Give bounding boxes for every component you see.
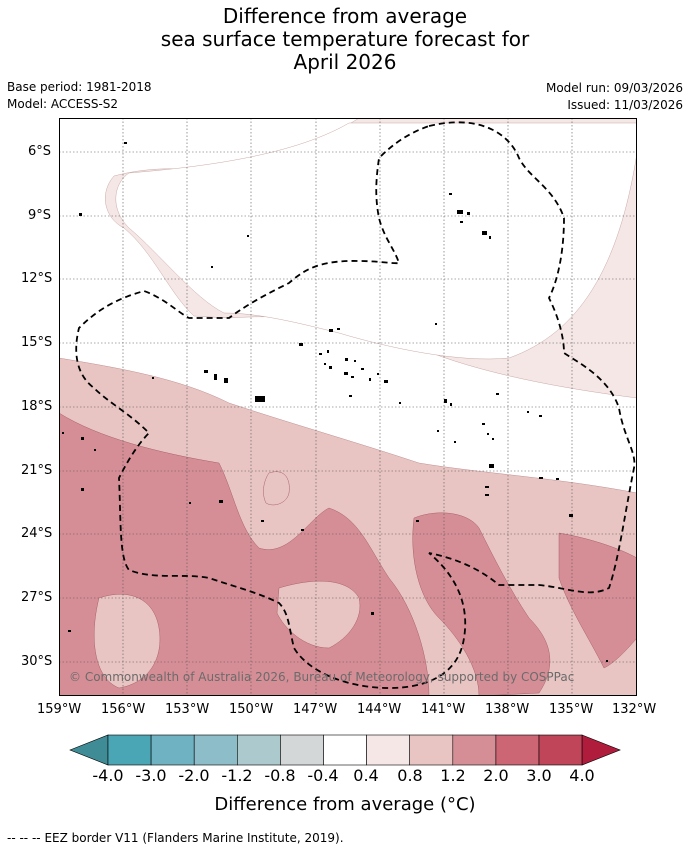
title-line-1: Difference from average bbox=[222, 4, 468, 28]
sst-anomaly-map: © Commonwealth of Australia 2026, Bureau… bbox=[59, 118, 637, 696]
islands bbox=[62, 142, 608, 662]
lon-label-132w: 132°W bbox=[612, 702, 657, 717]
lat-label-6s: 6°S bbox=[28, 144, 52, 159]
colorbar-segment-5 bbox=[280, 734, 324, 766]
base-period-text: Base period: 1981-2018 bbox=[7, 80, 152, 94]
colorbar-segment-2 bbox=[150, 734, 195, 766]
lon-label-159w: 159°W bbox=[37, 702, 82, 717]
lat-label-12s: 12°S bbox=[21, 271, 53, 286]
lon-label-144w: 144°W bbox=[357, 702, 402, 717]
colorbar-segment-10 bbox=[495, 734, 540, 766]
colorbar-segment-9 bbox=[452, 734, 497, 766]
title-line-3: April 2026 bbox=[293, 50, 397, 74]
lat-label-27s: 27°S bbox=[21, 590, 53, 605]
eez-legend-symbol: -- -- -- bbox=[7, 831, 41, 845]
lat-label-30s: 30°S bbox=[21, 654, 53, 669]
colorbar-tick--1.2: -1.2 bbox=[221, 766, 253, 785]
anomaly-pocket-0.8-1.2-a bbox=[263, 471, 290, 506]
colorbar-tick-4.0: 4.0 bbox=[569, 766, 595, 785]
lon-label-135w: 135°W bbox=[549, 702, 594, 717]
colorbar-tick--0.8: -0.8 bbox=[264, 766, 296, 785]
anomaly-region-1.2-2.0-east bbox=[412, 512, 551, 696]
colorbar-segment-7 bbox=[366, 734, 411, 766]
colorbar bbox=[69, 734, 621, 766]
colorbar-extend-low bbox=[69, 734, 109, 766]
colorbar-segment-8 bbox=[409, 734, 454, 766]
lon-label-153w: 153°W bbox=[165, 702, 210, 717]
lat-label-21s: 21°S bbox=[21, 463, 53, 478]
colorbar-tick-3.0: 3.0 bbox=[526, 766, 552, 785]
colorbar-segment-3 bbox=[193, 734, 238, 766]
issued-text: Issued: 11/03/2026 bbox=[567, 98, 683, 112]
model-text: Model: ACCESS-S2 bbox=[7, 97, 119, 111]
anomaly-region-below-0.4 bbox=[115, 122, 637, 360]
lon-label-156w: 156°W bbox=[101, 702, 146, 717]
colorbar-extend-high bbox=[581, 734, 621, 766]
copyright-text: © Commonwealth of Australia 2026, Bureau… bbox=[69, 670, 574, 684]
model-run-text: Model run: 09/03/2026 bbox=[545, 81, 683, 95]
colorbar-tick--2.0: -2.0 bbox=[178, 766, 210, 785]
lat-label-18s: 18°S bbox=[21, 399, 53, 414]
colorbar-segment-11 bbox=[538, 734, 583, 766]
map-canvas: © Commonwealth of Australia 2026, Bureau… bbox=[59, 118, 637, 696]
eez-legend-text: EEZ border V11 (Flanders Marine Institut… bbox=[44, 831, 344, 845]
lon-label-141w: 141°W bbox=[421, 702, 466, 717]
lat-label-24s: 24°S bbox=[21, 526, 53, 541]
colorbar-segment-4 bbox=[237, 734, 281, 766]
title-line-2: sea surface temperature forecast for bbox=[160, 27, 530, 51]
eez-border bbox=[75, 121, 636, 689]
colorbar-tick--0.4: -0.4 bbox=[307, 766, 339, 785]
lat-label-9s: 9°S bbox=[28, 208, 52, 223]
lon-label-150w: 150°W bbox=[229, 702, 274, 717]
lon-label-138w: 138°W bbox=[485, 702, 530, 717]
colorbar-tick--4.0: -4.0 bbox=[92, 766, 124, 785]
colorbar-label: Difference from average (°C) bbox=[214, 794, 476, 815]
colorbar-tick-1.2: 1.2 bbox=[440, 766, 466, 785]
colorbar-segment-1 bbox=[107, 734, 152, 766]
anomaly-pocket-0.8-1.2-c bbox=[94, 594, 161, 689]
map-frame bbox=[59, 118, 637, 696]
colorbar-tick-0.8: 0.8 bbox=[397, 766, 423, 785]
colorbar-tick-0.4: 0.4 bbox=[353, 766, 379, 785]
colorbar-tick--3.0: -3.0 bbox=[135, 766, 167, 785]
colorbar-tick-2.0: 2.0 bbox=[483, 766, 509, 785]
anomaly-region-1.2-2.0-far-east bbox=[558, 532, 637, 669]
lat-label-15s: 15°S bbox=[21, 335, 53, 350]
lon-label-147w: 147°W bbox=[293, 702, 338, 717]
colorbar-segment-6 bbox=[323, 734, 367, 766]
eez-legend: -- -- -- EEZ border V11 (Flanders Marine… bbox=[7, 831, 344, 845]
